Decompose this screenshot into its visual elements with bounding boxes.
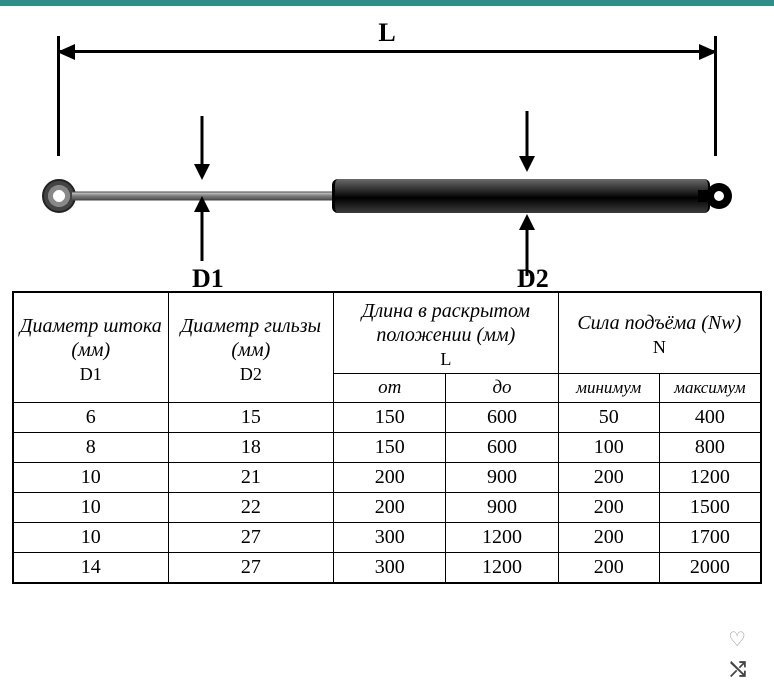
dimension-D2	[507, 111, 547, 276]
col-header-min: минимум	[558, 374, 659, 403]
gas-strut-diagram: L D1 D2	[17, 16, 757, 291]
spec-table-body: 61515060050400 818150600100800 102120090…	[13, 403, 761, 584]
strut-eye-left	[42, 179, 76, 213]
col-header-d2: Диаметр гильзы (мм) D2	[168, 292, 334, 403]
strut-eye-right	[706, 183, 732, 209]
table-row: 142730012002002000	[13, 553, 761, 584]
table-row: 818150600100800	[13, 433, 761, 463]
col-header-d2-title: Диаметр гильзы (мм)	[181, 315, 322, 361]
dimension-D1-label: D1	[192, 264, 224, 294]
col-header-length: Длина в раскрытом положении (мм) L	[334, 292, 559, 374]
dimension-L: L	[57, 26, 717, 81]
heart-icon[interactable]: ♡	[728, 627, 746, 652]
col-header-length-title: Длина в раскрытом положении (мм)	[362, 300, 530, 346]
page: L D1 D2 Диаметр штока (мм	[0, 0, 774, 688]
col-header-force-sym: N	[653, 337, 666, 357]
table-row: 10222009002001500	[13, 493, 761, 523]
col-header-d1-sym: D1	[80, 364, 102, 384]
dimension-D1	[182, 116, 222, 266]
accent-bar	[0, 0, 774, 6]
col-header-length-sym: L	[440, 349, 451, 369]
gas-strut-body	[42, 171, 732, 221]
spec-table: Диаметр штока (мм) D1 Диаметр гильзы (мм…	[12, 291, 762, 584]
table-row: 10212009002001200	[13, 463, 761, 493]
col-header-to: до	[446, 374, 558, 403]
dimension-L-label: L	[368, 18, 405, 48]
col-header-d1: Диаметр штока (мм) D1	[13, 292, 168, 403]
dimension-D2-label: D2	[517, 264, 549, 294]
col-header-max: максимум	[659, 374, 761, 403]
shuffle-icon[interactable]: ⤭	[730, 659, 746, 682]
col-header-d2-sym: D2	[240, 364, 262, 384]
col-header-d1-title: Диаметр штока (мм)	[20, 315, 162, 361]
col-header-from: от	[334, 374, 446, 403]
table-row: 102730012002001700	[13, 523, 761, 553]
col-header-force-title: Сила подъёма (Nw)	[577, 312, 741, 334]
col-header-force: Сила подъёма (Nw) N	[558, 292, 761, 374]
table-row: 61515060050400	[13, 403, 761, 433]
